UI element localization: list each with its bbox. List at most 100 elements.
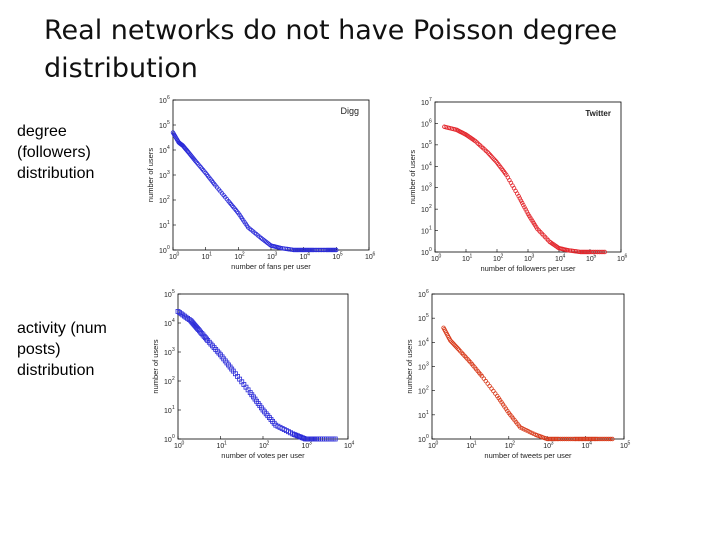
data-point [332,436,338,442]
plot-area [434,101,622,253]
x-axis-label: number of tweets per user [484,451,572,460]
y-tick-exponent: 1 [167,220,170,226]
data-point [580,436,585,442]
x-tick-label: 10 [431,256,439,263]
y-tick-exponent: 7 [429,97,432,103]
x-tick-label: 10 [174,443,182,450]
x-tick-exponent: 3 [309,441,312,447]
x-tick-label: 10 [302,443,310,450]
data-point [298,434,304,440]
x-tick-label: 10 [555,256,563,263]
y-tick-label: 10 [421,143,429,150]
x-tick-exponent: 4 [589,441,592,447]
data-point [566,248,571,253]
x-axis-label: number of votes per user [221,451,305,460]
data-point [523,207,528,212]
y-tick-exponent: 2 [426,386,429,392]
data-point [192,158,198,163]
data-point [549,436,554,442]
x-tick-exponent: 5 [594,254,597,260]
data-point [574,436,580,442]
y-tick-exponent: 5 [167,120,170,126]
y-tick-exponent: 0 [429,247,432,253]
x-tick-label: 10 [586,256,594,263]
data-point [334,247,339,253]
x-tick-exponent: 2 [242,252,245,258]
data-point [610,436,615,442]
data-point [204,336,209,342]
y-tick-exponent: 5 [172,289,175,295]
data-point [290,247,295,252]
x-tick-exponent: 2 [512,441,515,447]
y-tick-exponent: 3 [172,347,175,353]
data-point [569,248,574,253]
data-point [602,249,607,255]
data-point [586,436,591,442]
y-tick-exponent: 0 [172,434,175,440]
x-tick-label: 10 [300,254,308,261]
data-point [592,436,597,442]
y-tick-label: 10 [421,186,429,193]
y-axis-label: number of users [408,150,417,204]
y-tick-label: 10 [159,223,167,230]
x-tick-label: 10 [267,254,275,261]
y-tick-exponent: 6 [167,95,170,101]
data-point [550,436,556,442]
data-point [490,155,495,160]
y-tick-exponent: 5 [429,140,432,146]
data-point [581,436,587,442]
y-tick-exponent: 0 [426,434,429,440]
x-tick-label: 10 [234,254,242,261]
data-point [524,209,530,214]
y-tick-label: 10 [421,229,429,236]
data-point [517,196,523,201]
x-tick-exponent: 2 [501,254,504,260]
data-point [516,194,521,199]
y-tick-label: 10 [159,198,167,205]
data-point [575,249,580,254]
x-tick-exponent: 1 [474,441,477,447]
x-tick-label: 10 [524,256,532,263]
x-tick-exponent: 2 [267,441,270,447]
y-axis-label: number of users [151,339,160,393]
data-point [293,432,299,438]
data-point [296,434,302,439]
data-point [487,152,493,158]
x-tick-exponent: 5 [340,252,343,258]
activity-distribution-label: activity (num posts) distribution [17,320,107,379]
y-tick-exponent: 3 [167,170,170,176]
y-tick-label: 10 [421,250,429,257]
y-tick-label: 10 [164,437,172,444]
plot-area [177,293,349,440]
x-tick-label: 10 [344,443,352,450]
y-tick-label: 10 [164,350,172,357]
x-tick-exponent: 4 [352,441,355,447]
x-tick-exponent: 4 [307,252,310,258]
x-tick-label: 10 [169,254,177,261]
y-tick-label: 10 [159,98,167,105]
y-tick-exponent: 2 [167,195,170,201]
data-point [579,436,584,442]
data-point [584,436,590,442]
x-tick-label: 10 [202,254,210,261]
y-tick-label: 10 [418,437,426,444]
data-point [600,249,606,255]
x-tick-exponent: 1 [470,254,473,260]
y-tick-exponent: 1 [429,226,432,232]
y-tick-label: 10 [159,173,167,180]
y-tick-label: 10 [159,148,167,155]
data-point [290,431,296,437]
x-tick-label: 10 [493,256,501,263]
x-tick-label: 10 [617,256,625,263]
x-tick-label: 10 [462,256,470,263]
x-tick-label: 10 [582,443,590,450]
x-tick-exponent: 5 [628,441,631,447]
x-axis-label: number of followers per user [480,264,576,273]
legend-label: Twitter [585,109,611,118]
x-tick-exponent: 6 [373,252,376,258]
slide-title: Real networks do not have Poisson degree… [44,15,618,84]
data-point [322,247,328,253]
data-point [491,156,496,161]
y-tick-exponent: 6 [429,118,432,124]
y-tick-exponent: 3 [429,183,432,189]
